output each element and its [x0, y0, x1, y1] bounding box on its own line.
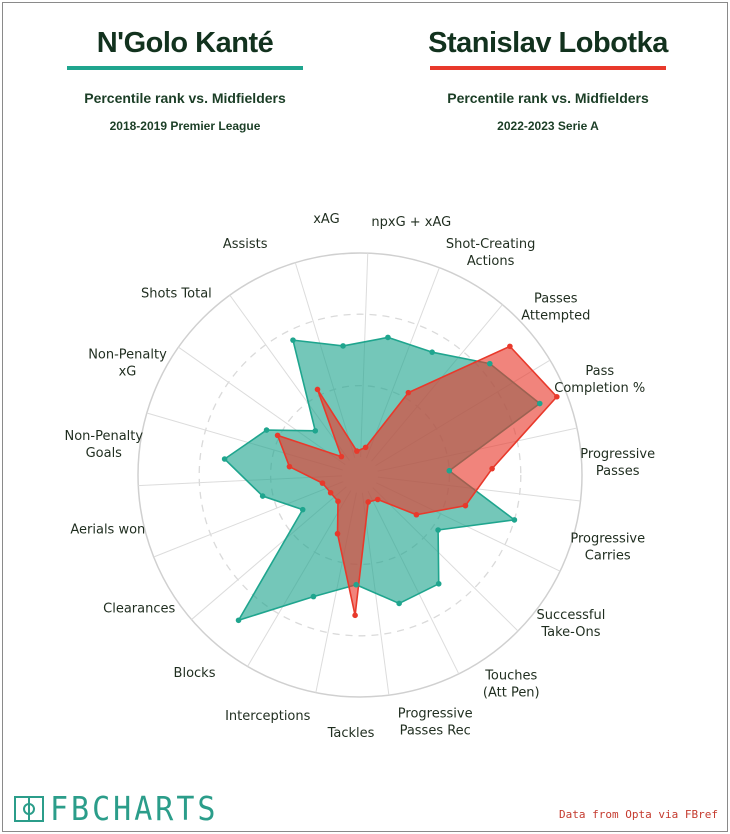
radar-point-series-2-7	[413, 511, 420, 518]
radar-point-series-1-2	[429, 349, 435, 355]
radar-point-series-1-12	[235, 617, 242, 624]
radar-point-series-1-4	[536, 400, 543, 407]
axis-label-15: Non-Penalty Goals	[64, 429, 143, 461]
radar-point-series-1-14	[259, 493, 266, 499]
data-credit: Data from Opta via FBref	[559, 808, 718, 821]
radar-outer-ring	[137, 252, 583, 698]
radar-grid-ring-2	[198, 313, 522, 637]
pitch-icon	[14, 796, 44, 822]
radar-point-series-2-6	[462, 502, 469, 509]
radar-point-series-2-12	[335, 498, 341, 505]
fbcharts-logo: FBCHARTS	[14, 790, 219, 828]
radar-point-series-2-10	[352, 612, 358, 619]
axis-label-13: Clearances	[103, 601, 175, 616]
axis-label-5: Progressive Passes	[580, 447, 655, 479]
axis-label-10: Tackles	[327, 726, 375, 741]
radar-point-series-1-13	[299, 506, 306, 513]
axis-label-6: Progressive Carries	[570, 532, 645, 564]
radar-point-series-2-14	[319, 480, 326, 486]
radar-point-series-2-15	[286, 463, 293, 470]
axis-label-18: Assists	[223, 237, 268, 252]
player-1-name: N'Golo Kanté	[96, 27, 274, 59]
logo-text: FBCHARTS	[50, 789, 219, 829]
axis-label-8: Touches (Att Pen)	[483, 669, 540, 701]
radar-point-series-1-9	[396, 600, 402, 607]
radar-point-series-2-11	[334, 530, 341, 537]
axis-label-14: Aerials won	[70, 523, 145, 538]
radar-point-series-2-17	[338, 453, 345, 460]
axis-label-1: npxG + xAG	[371, 215, 451, 230]
player-1-underline	[67, 66, 303, 70]
radar-point-series-2-5	[489, 465, 495, 472]
radar-point-series-1-5	[446, 467, 453, 474]
player-1-season: 2018-2019 Premier League	[109, 119, 261, 133]
player-2-name: Stanislav Lobotka	[428, 27, 668, 59]
player-2-header: Stanislav Lobotka Percentile rank vs. Mi…	[398, 26, 698, 133]
player-2-subtitle: Percentile rank vs. Midfielders	[447, 90, 649, 106]
radar-point-series-2-9	[365, 499, 372, 505]
radar-point-series-1-8	[435, 580, 442, 587]
axis-label-11: Interceptions	[225, 709, 311, 724]
radar-point-series-1-7	[435, 527, 441, 533]
radar-point-series-2-16	[274, 432, 281, 439]
player-2-season: 2022-2023 Serie A	[497, 119, 599, 133]
axis-label-12: Blocks	[174, 666, 216, 681]
radar-point-series-1-3	[486, 360, 493, 367]
player-1-subtitle: Percentile rank vs. Midfielders	[84, 90, 286, 106]
radar-point-series-2-18	[314, 386, 321, 393]
radar-point-series-1-16	[263, 427, 270, 433]
radar-point-series-2-4	[554, 393, 560, 400]
radar-point-series-1-10	[353, 581, 359, 588]
player-2-underline	[430, 66, 666, 70]
axis-label-17: Shots Total	[141, 287, 212, 302]
radar-point-series-1-17	[312, 428, 319, 434]
radar-point-series-1-15	[221, 456, 228, 462]
radar-point-series-2-3	[507, 343, 513, 350]
axis-label-16: Non-Penalty xG	[88, 348, 167, 380]
radar-point-series-2-2	[405, 389, 412, 396]
axis-label-3: Passes Attempted	[521, 291, 590, 323]
radar-point-series-2-8	[374, 496, 381, 503]
radar-point-series-1-11	[310, 593, 317, 600]
radar-point-series-1-1	[385, 334, 391, 341]
radar-point-series-1-19	[340, 343, 346, 349]
radar-point-series-1-6	[511, 517, 518, 523]
axis-label-9: Progressive Passes Rec	[398, 706, 473, 738]
axis-label-7: Successful Take-Ons	[537, 608, 606, 640]
player-1-header: N'Golo Kanté Percentile rank vs. Midfiel…	[35, 26, 335, 133]
axis-label-4: Pass Completion %	[554, 364, 645, 396]
radar-point-series-2-1	[362, 444, 369, 451]
axis-label-2: Shot-Creating Actions	[446, 237, 536, 269]
radar-point-series-2-19	[354, 448, 360, 454]
radar-area-series-2	[276, 345, 558, 617]
radar-point-series-2-13	[327, 489, 334, 496]
radar-point-series-1-18	[290, 337, 296, 343]
axis-label-19: xAG	[313, 212, 339, 227]
